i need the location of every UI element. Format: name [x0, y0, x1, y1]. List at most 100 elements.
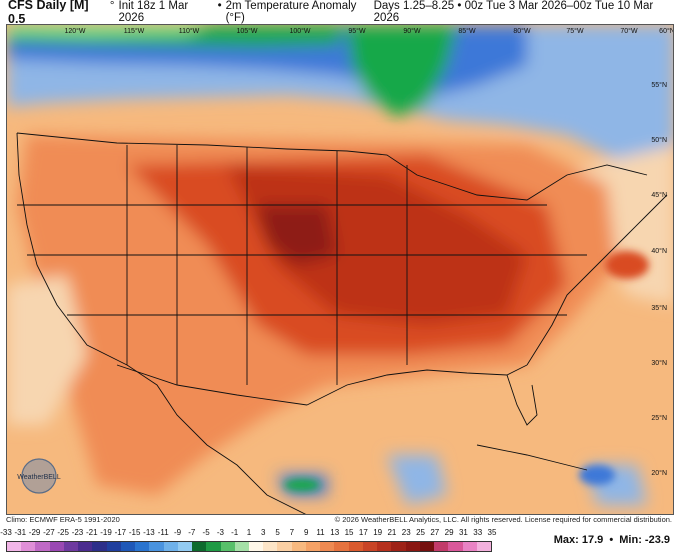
colorbar-tick-label: 5 — [275, 528, 280, 537]
longitude-label: 90°W — [403, 27, 421, 35]
colorbar-swatch — [106, 542, 121, 551]
colorbar-swatch — [135, 542, 150, 551]
longitude-label: 100°W — [289, 27, 310, 35]
colorbar-row: -33 -31 -29 -27 -25 -23 -21 -19 -17 -15 -13 -11 -9 -7… — [0, 526, 680, 558]
colorbar-swatch — [434, 542, 449, 551]
longitude-label: 60°N — [659, 27, 674, 35]
latitude-label: 25°N — [651, 414, 667, 422]
climatology-note: Climo: ECMWF ERA-5 1991-2020 — [6, 515, 120, 524]
colorbar-swatch — [320, 542, 335, 551]
colorbar-tick-label: 17 — [358, 528, 368, 537]
colorbar-swatch — [234, 542, 249, 551]
map-canvas: 120°W 115°W 110°W 105°W 100°W 95°W 90°W 85°W 80°… — [7, 25, 674, 514]
max-label: Max: — [553, 534, 579, 546]
colorbar-swatch — [248, 542, 264, 551]
init-time: Init 18z 1 Mar 2026 — [118, 0, 189, 24]
colorbar-swatch — [263, 542, 278, 551]
copyright-note: © 2026 WeatherBELL Analytics, LLC. All r… — [334, 515, 672, 524]
latitude-label: 50°N — [651, 136, 667, 144]
colorbar-swatch — [377, 542, 392, 551]
colorbar-tick-label: -11 — [157, 528, 169, 537]
colorbar-ticks: -33 -31 -29 -27 -25 -23 -21 -19 -17 -15 -13 -11 -9 -7… — [0, 528, 496, 540]
colorbar-swatch — [291, 542, 306, 551]
colorbar-swatch — [391, 542, 406, 551]
colorbar-tick-label: 31 — [458, 528, 468, 537]
longitude-label: 80°W — [513, 27, 531, 35]
colorbar-swatch — [220, 542, 235, 551]
colorbar-swatch — [92, 542, 107, 551]
colorbar-tick-label: 9 — [303, 528, 309, 537]
colorbar-swatch — [35, 542, 50, 551]
colorbar-tick-label: 7 — [289, 528, 295, 537]
latitude-label: 55°N — [651, 81, 667, 89]
field-name: 2m Temperature Anomaly (°F) — [225, 0, 357, 24]
colorbar-swatch — [348, 542, 363, 551]
boundaries — [16, 132, 668, 514]
colorbar-swatch — [305, 542, 321, 551]
colorbar-tick-label: 11 — [316, 528, 325, 537]
colorbar-swatch — [163, 542, 178, 551]
degree-symbol: ° — [109, 0, 115, 12]
latitude-label: 40°N — [651, 247, 667, 255]
colorbar-tick-label: -15 — [128, 528, 141, 537]
colorbar-tick-label: -21 — [85, 528, 98, 537]
colorbar-tick-label: -19 — [100, 528, 112, 537]
longitude-label: 110°W — [179, 27, 200, 35]
colorbar-tick-label: -17 — [114, 528, 127, 537]
header-bullet-2: • — [457, 0, 462, 12]
colorbar-tick-label: 21 — [387, 528, 397, 537]
weatherbell-logo: WeatherBELL — [10, 456, 68, 496]
longitude-label: 115°W — [124, 27, 145, 35]
forecast-days: Days 1.25–8.25 — [373, 0, 455, 12]
min-label: Min: — [619, 534, 642, 546]
colorbar-tick-label: -27 — [43, 528, 55, 537]
colorbar-swatch — [63, 542, 79, 551]
colorbar-tick-label: 33 — [473, 528, 483, 537]
header-left: CFS Daily [M] 0.5 ° Init 18z 1 Mar 2026 •… — [8, 0, 374, 26]
colorbar — [6, 541, 492, 552]
colorbar-swatch — [206, 542, 221, 551]
colorbar-tick-label: 29 — [444, 528, 454, 537]
colorbar-tick-label: -5 — [202, 528, 210, 537]
map-header: CFS Daily [M] 0.5 ° Init 18z 1 Mar 2026 •… — [0, 0, 680, 26]
colorbar-tick-label: 19 — [373, 528, 383, 537]
colorbar-swatch — [7, 542, 22, 551]
colorbar-swatch — [462, 542, 477, 551]
latitude-label: 45°N — [651, 191, 667, 199]
latitude-label: 20°N — [651, 469, 667, 477]
colorbar-tick-label: -33 — [0, 528, 12, 537]
longitude-label: 95°W — [348, 27, 366, 35]
colorbar-tick-label: 3 — [261, 528, 266, 537]
logo-mark: WeatherBELL — [17, 458, 61, 494]
max-value: 17.9 — [581, 534, 604, 546]
colorbar-swatch — [192, 542, 207, 551]
colorbar-swatch — [448, 542, 463, 551]
colorbar-swatch — [49, 542, 64, 551]
colorbar-tick-label: 23 — [401, 528, 411, 537]
colorbar-swatch — [78, 542, 93, 551]
colorbar-tick-label: -25 — [57, 528, 69, 537]
max-min-separator: • — [609, 534, 614, 546]
colorbar-swatch — [177, 542, 193, 551]
colorbar-tick-label: 1 — [246, 528, 252, 537]
colorbar-tick-label: -3 — [216, 528, 224, 537]
longitude-label: 85°W — [458, 27, 476, 35]
colorbar-swatch — [362, 542, 378, 551]
colorbar-tick-label: -9 — [173, 528, 182, 537]
colorbar-tick-label: -29 — [28, 528, 41, 537]
latitude-label: 30°N — [651, 359, 667, 367]
longitude-label: 120°W — [64, 27, 85, 35]
colorbar-tick-label: 27 — [430, 528, 440, 537]
colorbar-tick-label: -1 — [231, 528, 239, 537]
header-right: Days 1.25–8.25 • 00z Tue 3 Mar 2026–00z … — [374, 0, 672, 24]
colorbar-swatch — [476, 542, 491, 551]
colorbar-swatch — [149, 542, 164, 551]
colorbar-swatch — [120, 542, 136, 551]
colorbar-swatch — [21, 542, 36, 551]
model-name: CFS Daily [M] 0.5 — [8, 0, 89, 26]
map-footer: Climo: ECMWF ERA-5 1991-2020 © 2026 Weat… — [0, 514, 680, 526]
valid-range: 00z Tue 3 Mar 2026–00z Tue 10 Mar 2026 — [373, 0, 654, 24]
colorbar-tick-label: 15 — [344, 528, 354, 537]
colorbar-swatch — [419, 542, 435, 551]
header-bullet: • — [217, 0, 222, 12]
